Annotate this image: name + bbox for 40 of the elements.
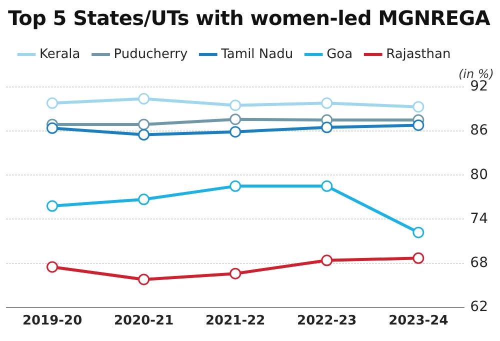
point bbox=[321, 122, 333, 134]
y-tick-label: 74 bbox=[470, 210, 488, 227]
x-tick-label: 2021-22 bbox=[206, 314, 266, 329]
point bbox=[138, 118, 150, 130]
point bbox=[321, 97, 333, 109]
point bbox=[230, 268, 242, 280]
point bbox=[412, 119, 424, 131]
point bbox=[412, 101, 424, 113]
y-tick-label: 68 bbox=[470, 254, 488, 271]
y-tick-label: 86 bbox=[470, 122, 488, 139]
point bbox=[321, 180, 333, 192]
point bbox=[230, 100, 242, 112]
point bbox=[321, 254, 333, 266]
point bbox=[412, 252, 424, 264]
x-tick-label: 2023-24 bbox=[388, 314, 448, 329]
chart-title: Top 5 States/UTs with women-led MGNREGA bbox=[8, 6, 490, 30]
point bbox=[230, 180, 242, 192]
point bbox=[138, 129, 150, 141]
point bbox=[46, 122, 58, 134]
point bbox=[46, 200, 58, 212]
y-tick-label: 62 bbox=[470, 299, 488, 316]
point bbox=[230, 114, 242, 126]
y-axis-title: (in %) bbox=[458, 67, 494, 82]
y-tick-label: 80 bbox=[470, 166, 488, 183]
y-tick-label: 92 bbox=[470, 78, 488, 95]
point bbox=[138, 93, 150, 105]
point bbox=[412, 226, 424, 238]
legend-label: Goa bbox=[326, 46, 353, 62]
x-tick-label: 2022-23 bbox=[297, 314, 357, 329]
legend-label: Tamil Nadu bbox=[220, 46, 294, 62]
point bbox=[138, 274, 150, 286]
point bbox=[138, 194, 150, 206]
point bbox=[230, 126, 242, 138]
point bbox=[46, 97, 58, 109]
legend-label: Puducherry bbox=[114, 46, 188, 62]
legend-label: Rajasthan bbox=[386, 46, 451, 62]
point bbox=[46, 261, 58, 273]
x-tick-label: 2019-20 bbox=[22, 314, 82, 329]
x-tick-label: 2020-21 bbox=[114, 314, 174, 329]
legend-label: Kerala bbox=[40, 46, 80, 62]
